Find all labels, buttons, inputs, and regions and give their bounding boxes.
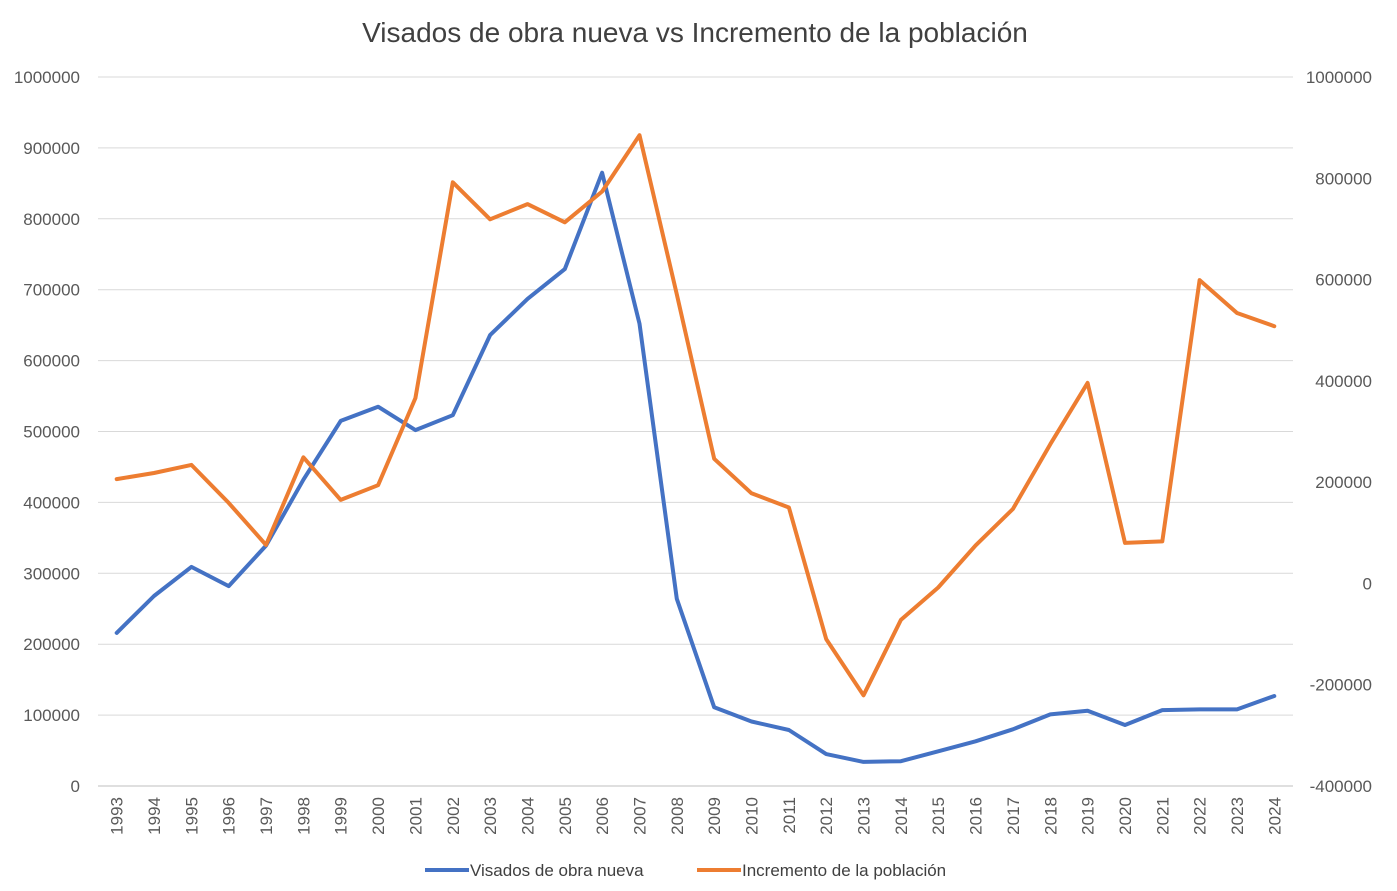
right-tick-label: 400000	[1315, 372, 1372, 391]
x-tick-label: 2000	[369, 797, 388, 835]
x-tick-label: 1995	[182, 797, 201, 835]
x-tick-label: 2011	[780, 797, 799, 834]
x-tick-label: 2018	[1041, 797, 1060, 835]
right-y-axis: -400000 -200000 0 200000 400000 600000 800000 1…	[1306, 68, 1372, 796]
left-tick-label: 1000000	[14, 68, 80, 87]
left-tick-label: 600000	[23, 352, 80, 371]
x-tick-label: 2024	[1265, 797, 1284, 835]
x-tick-label: 2014	[892, 797, 911, 835]
legend: Visados de obra nueva Incremento de la p…	[425, 861, 946, 880]
left-tick-label: 100000	[23, 706, 80, 725]
left-tick-label: 400000	[23, 493, 80, 512]
x-tick-label: 1999	[332, 797, 351, 835]
x-tick-label: 2021	[1153, 797, 1172, 835]
x-tick-label: 2005	[556, 797, 575, 835]
gridlines	[98, 76, 1293, 787]
x-tick-label: 2010	[743, 797, 762, 835]
x-tick-label: 2001	[406, 797, 425, 835]
x-tick-label: 1994	[145, 797, 164, 835]
x-tick-label: 2006	[593, 797, 612, 835]
x-tick-label: 2016	[967, 797, 986, 835]
right-tick-label: 600000	[1315, 271, 1372, 290]
x-tick-label: 1993	[108, 797, 127, 835]
x-tick-label: 1997	[257, 797, 276, 835]
x-tick-label: 2015	[929, 797, 948, 835]
x-tick-label: 1998	[294, 797, 313, 835]
x-tick-label: 2013	[855, 797, 874, 835]
right-tick-label: 0	[1363, 574, 1372, 593]
right-tick-label: 800000	[1315, 169, 1372, 188]
series-layer	[114, 133, 1277, 764]
chart-title: Visados de obra nueva vs Incremento de l…	[362, 17, 1028, 48]
x-axis: 1993 1994 1995 1996 1997 1998 1999 2000 2001 2002…	[98, 785, 1293, 835]
left-tick-label: 800000	[23, 210, 80, 229]
right-tick-label: -400000	[1310, 777, 1372, 796]
series-line-visados	[114, 170, 1277, 764]
left-y-axis: 0 100000 200000 300000 400000 500000 600000 700…	[14, 68, 80, 796]
right-tick-label: -200000	[1310, 676, 1372, 695]
series-line-incremento	[114, 133, 1277, 698]
x-tick-label: 2022	[1191, 797, 1210, 835]
x-tick-label: 2012	[817, 797, 836, 835]
right-tick-label: 200000	[1315, 473, 1372, 492]
x-tick-label: 2023	[1228, 797, 1247, 835]
legend-label-visados: Visados de obra nueva	[470, 861, 644, 880]
left-tick-label: 200000	[23, 635, 80, 654]
x-tick-label: 2019	[1079, 797, 1098, 835]
x-tick-label: 1996	[220, 797, 239, 835]
x-tick-label: 2008	[668, 797, 687, 835]
x-tick-label: 2017	[1004, 797, 1023, 835]
x-tick-label: 2004	[518, 797, 537, 835]
right-tick-label: 1000000	[1306, 68, 1372, 87]
x-tick-label: 2007	[630, 797, 649, 835]
x-tick-label: 2020	[1116, 797, 1135, 835]
x-tick-label: 2003	[481, 797, 500, 835]
left-tick-label: 900000	[23, 139, 80, 158]
left-tick-label: 300000	[23, 564, 80, 583]
legend-label-incremento: Incremento de la población	[742, 861, 946, 880]
left-tick-label: 500000	[23, 423, 80, 442]
x-tick-label: 2009	[705, 797, 724, 835]
left-tick-label: 0	[71, 777, 80, 796]
x-tick-label: 2002	[444, 797, 463, 835]
left-tick-label: 700000	[23, 281, 80, 300]
